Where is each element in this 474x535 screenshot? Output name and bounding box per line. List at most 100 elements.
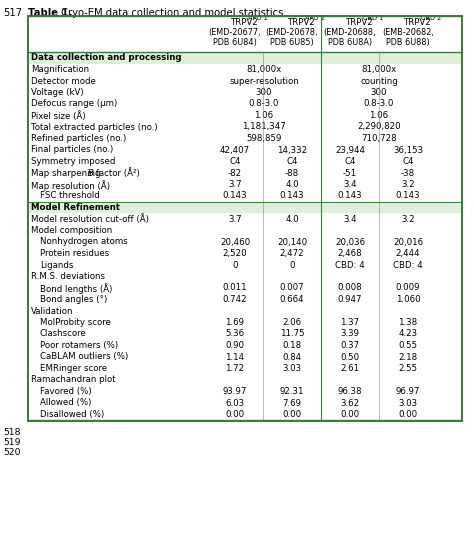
Text: 0.143: 0.143 [223, 192, 247, 201]
Text: Clashscore: Clashscore [40, 330, 87, 339]
Text: 2,472: 2,472 [280, 249, 304, 258]
Text: 0.742: 0.742 [223, 295, 247, 304]
Text: PDB 6U88): PDB 6U88) [386, 38, 430, 47]
Text: 20,140: 20,140 [277, 238, 307, 247]
Text: Map resolution (Å): Map resolution (Å) [31, 180, 110, 191]
Text: 518: 518 [3, 428, 20, 437]
Text: 3.62: 3.62 [340, 399, 360, 408]
Text: 20,016: 20,016 [393, 238, 423, 247]
Text: Allowed (%): Allowed (%) [40, 399, 91, 408]
Text: Pixel size (Å): Pixel size (Å) [31, 111, 86, 121]
Text: 3.2: 3.2 [401, 180, 415, 189]
Text: Model composition: Model composition [31, 226, 112, 235]
Text: 14,332: 14,332 [277, 146, 307, 155]
Text: 3.4: 3.4 [343, 215, 357, 224]
Text: 42,407: 42,407 [220, 146, 250, 155]
Text: 3.7: 3.7 [228, 180, 242, 189]
Text: MolProbity score: MolProbity score [40, 318, 111, 327]
Text: -51: -51 [343, 169, 357, 178]
Text: 0.50: 0.50 [340, 353, 360, 362]
Text: Poor rotamers (%): Poor rotamers (%) [40, 341, 118, 350]
Text: 7.69: 7.69 [283, 399, 301, 408]
Text: 0.8-3.0: 0.8-3.0 [364, 100, 394, 109]
Text: Nonhydrogen atoms: Nonhydrogen atoms [40, 238, 128, 247]
Text: 3.4: 3.4 [343, 180, 357, 189]
Text: counting: counting [360, 77, 398, 86]
Text: C4: C4 [344, 157, 356, 166]
Text: CaBLAM outliers (%): CaBLAM outliers (%) [40, 353, 128, 362]
Text: Validation: Validation [31, 307, 73, 316]
Text: 300: 300 [256, 88, 272, 97]
Text: 1.06: 1.06 [255, 111, 273, 120]
Text: CBD: 4: CBD: 4 [393, 261, 423, 270]
Text: APO 1: APO 1 [248, 15, 268, 21]
Text: 0.664: 0.664 [280, 295, 304, 304]
Text: 0.00: 0.00 [283, 410, 301, 419]
Text: 0.007: 0.007 [280, 284, 304, 293]
Text: 0: 0 [232, 261, 238, 270]
Text: Total extracted particles (no.): Total extracted particles (no.) [31, 123, 158, 132]
Text: 0.00: 0.00 [399, 410, 418, 419]
Text: 517: 517 [3, 8, 22, 18]
Text: 0.143: 0.143 [280, 192, 304, 201]
Text: TRPV2: TRPV2 [231, 18, 259, 27]
Text: 93.97: 93.97 [223, 387, 247, 396]
Text: B: B [88, 169, 94, 178]
Text: Favored (%): Favored (%) [40, 387, 91, 396]
Text: 2,520: 2,520 [223, 249, 247, 258]
Text: -82: -82 [228, 169, 242, 178]
Text: Symmetry imposed: Symmetry imposed [31, 157, 115, 166]
Text: Final particles (no.): Final particles (no.) [31, 146, 113, 155]
Text: 1,181,347: 1,181,347 [242, 123, 286, 132]
Text: R.M.S. deviations: R.M.S. deviations [31, 272, 105, 281]
Text: 710,728: 710,728 [361, 134, 397, 143]
Text: FSC threshold: FSC threshold [40, 192, 100, 201]
Text: 2,468: 2,468 [337, 249, 362, 258]
Text: 0.947: 0.947 [338, 295, 362, 304]
Text: 4.0: 4.0 [285, 180, 299, 189]
Text: TRPV2: TRPV2 [346, 18, 374, 27]
Text: Ramachandran plot: Ramachandran plot [31, 376, 116, 385]
Text: 1.06: 1.06 [369, 111, 389, 120]
Text: 5.36: 5.36 [226, 330, 245, 339]
Text: 0.00: 0.00 [340, 410, 360, 419]
Text: Map sharpening: Map sharpening [31, 169, 103, 178]
Text: 3.03: 3.03 [399, 399, 418, 408]
Text: 2.18: 2.18 [399, 353, 418, 362]
Text: Disallowed (%): Disallowed (%) [40, 410, 104, 419]
Text: Model resolution cut-off (Å): Model resolution cut-off (Å) [31, 215, 149, 224]
Text: 0.37: 0.37 [340, 341, 360, 350]
Text: (EMD-20678,: (EMD-20678, [266, 28, 319, 37]
Text: 4.23: 4.23 [399, 330, 418, 339]
Text: EMRinger score: EMRinger score [40, 364, 107, 373]
Text: 1.38: 1.38 [399, 318, 418, 327]
Text: 0.8-3.0: 0.8-3.0 [249, 100, 279, 109]
Text: 20,460: 20,460 [220, 238, 250, 247]
Text: 6.03: 6.03 [226, 399, 245, 408]
Text: 20,036: 20,036 [335, 238, 365, 247]
Text: 1.72: 1.72 [226, 364, 245, 373]
Text: 0.009: 0.009 [396, 284, 420, 293]
Text: 81,000x: 81,000x [246, 65, 282, 74]
Text: Bond angles (°): Bond angles (°) [40, 295, 107, 304]
Bar [28, 16, 462, 421]
Text: Defocus range (µm): Defocus range (µm) [31, 100, 117, 109]
Text: 1.14: 1.14 [226, 353, 245, 362]
Text: CBD: 4: CBD: 4 [335, 261, 365, 270]
Text: Table 1.: Table 1. [28, 8, 73, 18]
Bar [28, 202, 462, 213]
Text: 3.03: 3.03 [283, 364, 301, 373]
Text: 519: 519 [3, 438, 20, 447]
Text: -38: -38 [401, 169, 415, 178]
Text: C4: C4 [402, 157, 414, 166]
Text: 3.7: 3.7 [228, 215, 242, 224]
Text: 598,859: 598,859 [246, 134, 282, 143]
Text: 0.143: 0.143 [337, 192, 362, 201]
Text: 2,290,820: 2,290,820 [357, 123, 401, 132]
Text: 36,153: 36,153 [393, 146, 423, 155]
Text: 520: 520 [3, 448, 20, 457]
Text: 11.75: 11.75 [280, 330, 304, 339]
Text: 0: 0 [289, 261, 295, 270]
Text: 3.2: 3.2 [401, 215, 415, 224]
Text: 0.90: 0.90 [226, 341, 245, 350]
